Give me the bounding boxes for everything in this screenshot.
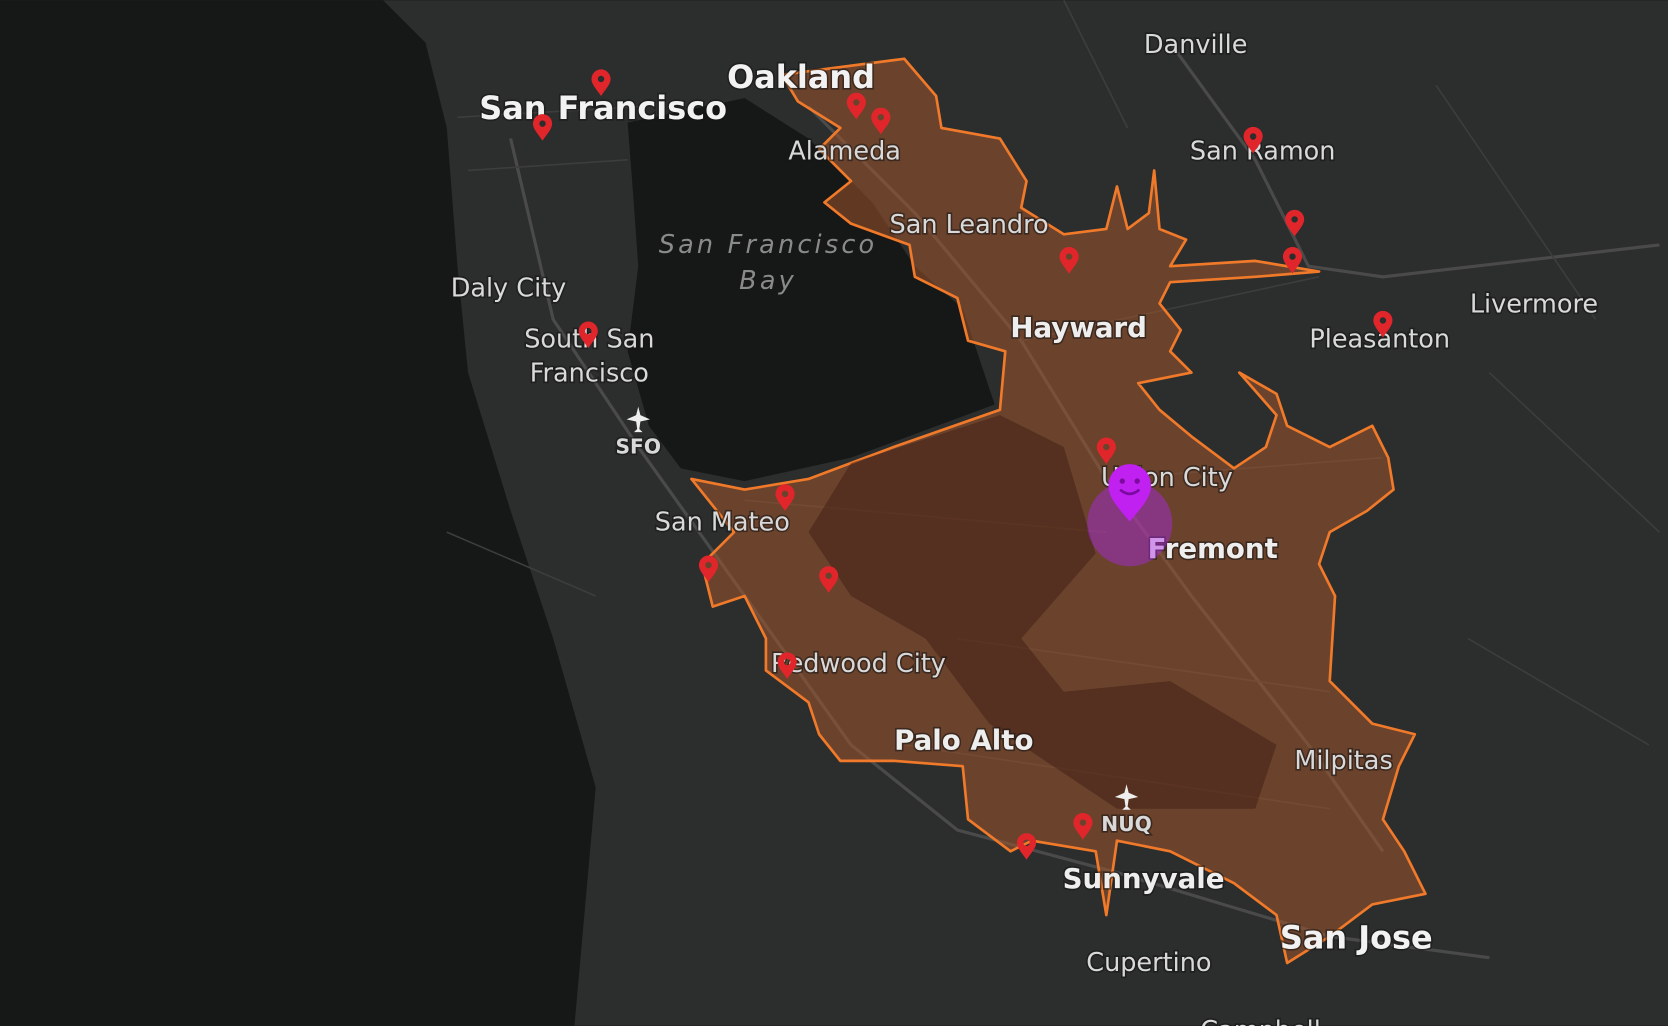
origin-marker[interactable] (1087, 464, 1173, 567)
city-label: Hayward (1010, 311, 1147, 344)
city-label: Daly City (451, 274, 567, 304)
water-label: San Francisco (659, 230, 878, 260)
poi-pin[interactable] (1373, 310, 1393, 338)
city-label: Sunnyvale (1063, 862, 1225, 895)
poi-pin[interactable] (1243, 126, 1263, 154)
poi-pin[interactable] (698, 555, 719, 583)
poi-pin[interactable] (1059, 247, 1079, 274)
water-label: Bay (739, 266, 797, 296)
city-label: Cupertino (1086, 948, 1211, 978)
city-label: San Jose (1280, 919, 1433, 957)
poi-pin[interactable] (846, 92, 866, 120)
bay (627, 98, 995, 482)
airport-label: SFO (615, 435, 661, 459)
poi-pin[interactable] (1282, 247, 1303, 274)
poi-pin[interactable] (532, 114, 553, 141)
salt-ponds (808, 415, 1277, 809)
city-label: Milpitas (1294, 746, 1392, 776)
city-label: Danville (1144, 30, 1248, 60)
city-label: Francisco (530, 359, 649, 389)
city-label: Campbell (1200, 1016, 1321, 1026)
airport-label: NUQ (1101, 812, 1151, 836)
poi-pin[interactable] (1073, 812, 1093, 840)
city-label: San Mateo (655, 508, 790, 538)
poi-pin[interactable] (777, 652, 797, 679)
city-label: San Ramon (1190, 136, 1336, 166)
poi-markers (532, 69, 1393, 860)
poi-pin[interactable] (578, 321, 598, 349)
poi-pin[interactable] (819, 566, 839, 593)
city-label: Oakland (727, 58, 875, 96)
city-label: Palo Alto (894, 724, 1033, 757)
airport-icon (1114, 784, 1139, 810)
poi-pin[interactable] (1285, 209, 1305, 237)
origin-halo (1087, 481, 1173, 567)
airport-icons (626, 406, 1139, 810)
city-label: Alameda (788, 136, 901, 166)
city-label: San Leandro (890, 210, 1049, 240)
poi-pin[interactable] (1016, 833, 1037, 860)
city-label: Fremont (1148, 532, 1278, 565)
poi-pin[interactable] (871, 107, 891, 135)
city-label: San Francisco (479, 89, 727, 127)
poi-pin[interactable] (1096, 437, 1116, 465)
city-label: Livermore (1470, 290, 1598, 320)
isochrone (690, 57, 1427, 965)
poi-pin[interactable] (775, 484, 795, 511)
poi-pin[interactable] (591, 69, 611, 96)
city-label: Redwood City (771, 649, 946, 679)
airport-icon (626, 406, 650, 433)
ocean (0, 0, 596, 1026)
